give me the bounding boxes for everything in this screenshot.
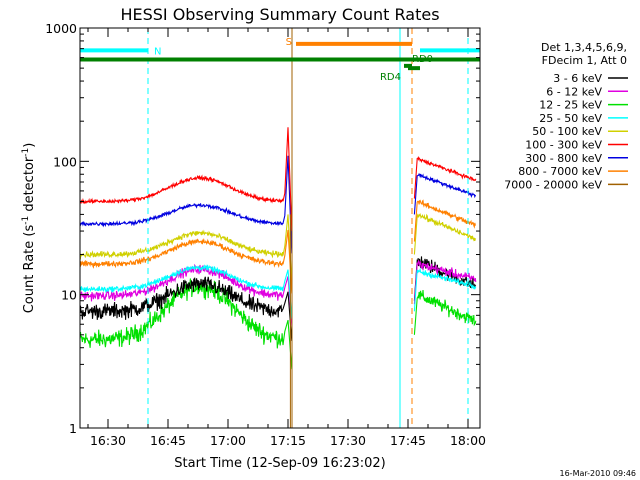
y-axis-title-sup1: -1 — [21, 216, 31, 225]
chart-title: HESSI Observing Summary Count Rates — [120, 5, 439, 24]
legend-label-25-50-kev: 25 - 50 keV — [539, 112, 602, 125]
series-line-25-50-kev-a — [79, 264, 293, 319]
state-bar-label-4: RD4 — [380, 72, 401, 83]
x-tick-label: 18:00 — [450, 433, 486, 448]
series-line-50-100-kev-b — [413, 212, 477, 255]
y-axis-title-end: ) — [22, 143, 37, 148]
series-line-300-800-kev-b — [413, 172, 477, 215]
legend: Det 1,3,4,5,6,9, FDecim 1, Att 0 3 - 6 k… — [504, 41, 628, 191]
x-tick-label: 16:45 — [150, 433, 186, 448]
x-tick-label: 17:45 — [390, 433, 426, 448]
legend-header-2: FDecim 1, Att 0 — [542, 54, 627, 67]
series-line-12-25-kev-b — [413, 289, 477, 335]
legend-label-7000-20000-kev: 7000 - 20000 keV — [504, 178, 602, 191]
y-tick-label: 10 — [61, 288, 77, 303]
state-bar-label-0: N — [154, 46, 161, 57]
y-tick-label: 100 — [53, 154, 77, 169]
series-line-6-12-kev-a — [79, 263, 293, 326]
series-line-6-12-kev-b — [413, 259, 477, 305]
y-axis-title-sup2: -1 — [21, 148, 31, 157]
x-tick-label: 17:30 — [330, 433, 366, 448]
legend-label-800-7000-kev: 800 - 7000 keV — [518, 165, 602, 178]
legend-label-3-6-kev: 3 - 6 keV — [553, 72, 602, 85]
x-tick-label: 17:15 — [270, 433, 306, 448]
x-tick-label: 16:30 — [90, 433, 126, 448]
series-line-100-300-kev-b — [413, 155, 477, 199]
y-axis-title: Count Rate (s-1 detector-1) — [21, 143, 37, 314]
legend-label-50-100-kev: 50 - 100 keV — [532, 125, 602, 138]
series-line-300-800-kev-a — [79, 155, 293, 254]
y-axis-title-main: Count Rate (s — [22, 225, 37, 314]
series-line-800-7000-kev-a — [79, 229, 293, 294]
legend-label-6-12-kev: 6 - 12 keV — [546, 85, 602, 98]
series-line-12-25-kev-a — [79, 278, 293, 370]
y-tick-label: 1000 — [45, 21, 77, 36]
series-line-25-50-kev-b — [413, 267, 477, 312]
legend-label-12-25-kev: 12 - 25 keV — [539, 99, 602, 112]
state-bar-label-1: S — [286, 37, 292, 48]
overlay-layer: N S RD4 RD0 — [79, 28, 480, 428]
series-line-800-7000-kev-b — [413, 199, 477, 242]
series-line-3-6-kev-a — [79, 276, 293, 341]
footer-timestamp: 16-Mar-2010 09:46 — [560, 469, 637, 478]
y-axis-title-mid: detector — [22, 156, 37, 216]
legend-header-1: Det 1,3,4,5,6,9, — [541, 41, 627, 54]
legend-label-300-800-kev: 300 - 800 keV — [525, 152, 602, 165]
series-line-50-100-kev-a — [79, 214, 293, 285]
axis-layer: 16:30 16:45 17:00 17:15 17:30 17:45 18:00 1 10 10… — [45, 21, 486, 448]
series-layer — [79, 127, 477, 370]
series-line-100-300-kev-a — [79, 127, 293, 232]
x-axis-title: Start Time (12-Sep-09 16:23:02) — [174, 456, 385, 471]
state-bar-label-5: RD0 — [412, 54, 433, 65]
plot-frame — [79, 27, 481, 429]
legend-label-100-300-kev: 100 - 300 keV — [525, 139, 602, 152]
x-tick-label: 17:00 — [210, 433, 246, 448]
y-tick-label: 1 — [69, 421, 77, 436]
